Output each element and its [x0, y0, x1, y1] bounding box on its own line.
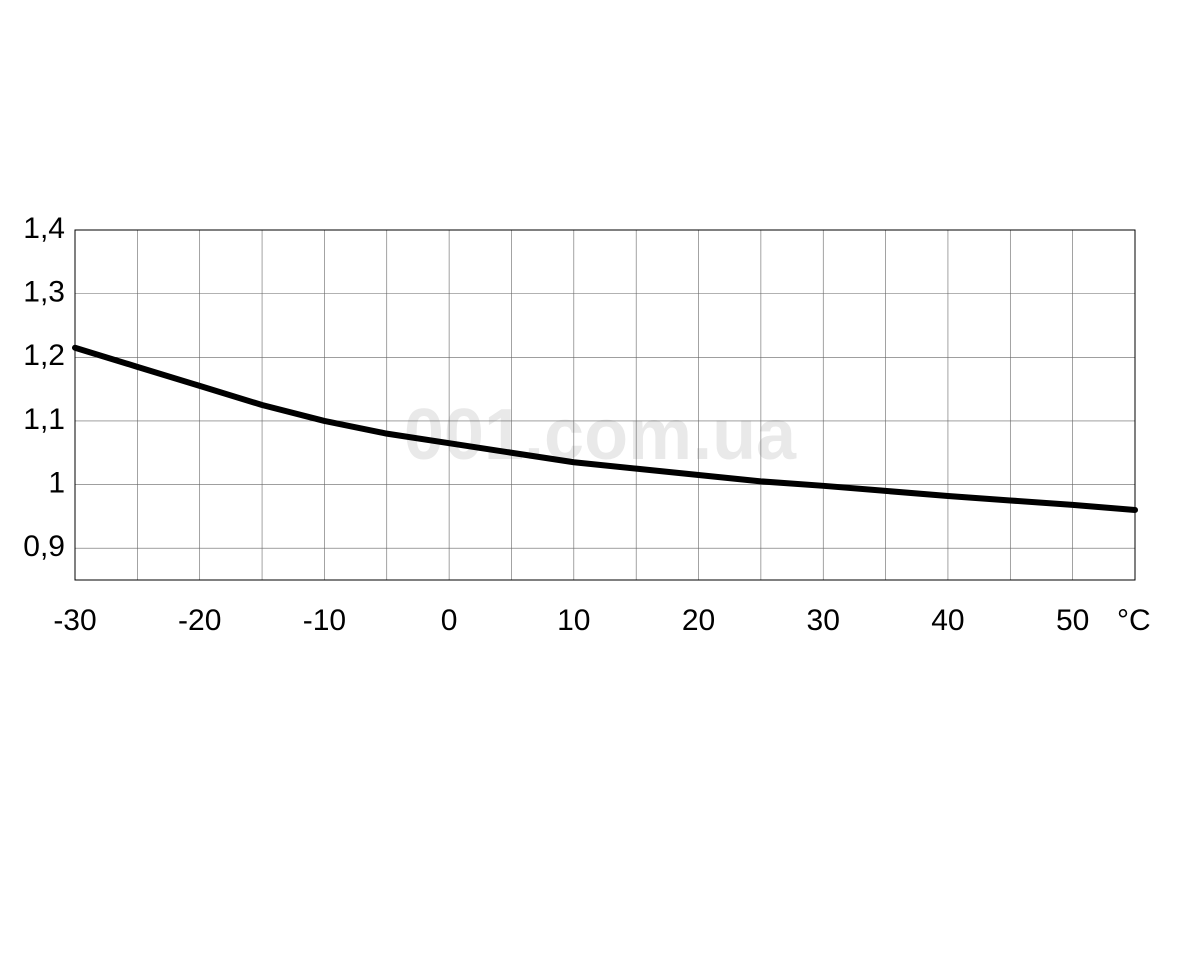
y-tick-label: 0,9: [23, 530, 65, 563]
x-tick-label: 20: [682, 604, 715, 637]
y-tick-label: 1,1: [23, 403, 65, 436]
x-tick-label: 30: [807, 604, 840, 637]
x-tick-label: -20: [178, 604, 221, 637]
x-tick-label: 40: [931, 604, 964, 637]
y-tick-label: 1: [48, 466, 65, 499]
chart-bg: [0, 0, 1200, 960]
x-tick-label: -10: [303, 604, 346, 637]
y-tick-label: 1,2: [23, 339, 65, 372]
x-unit-label: °C: [1117, 604, 1151, 637]
chart-svg: 001.com.ua1,41,31,21,110,9-30-20-1001020…: [0, 0, 1200, 960]
x-tick-label: 0: [441, 604, 458, 637]
chart-container: 001.com.ua1,41,31,21,110,9-30-20-1001020…: [0, 0, 1200, 960]
x-tick-label: 50: [1056, 604, 1089, 637]
y-tick-label: 1,3: [23, 276, 65, 309]
x-tick-label: -30: [53, 604, 96, 637]
y-tick-label: 1,4: [23, 212, 65, 245]
x-tick-label: 10: [557, 604, 590, 637]
